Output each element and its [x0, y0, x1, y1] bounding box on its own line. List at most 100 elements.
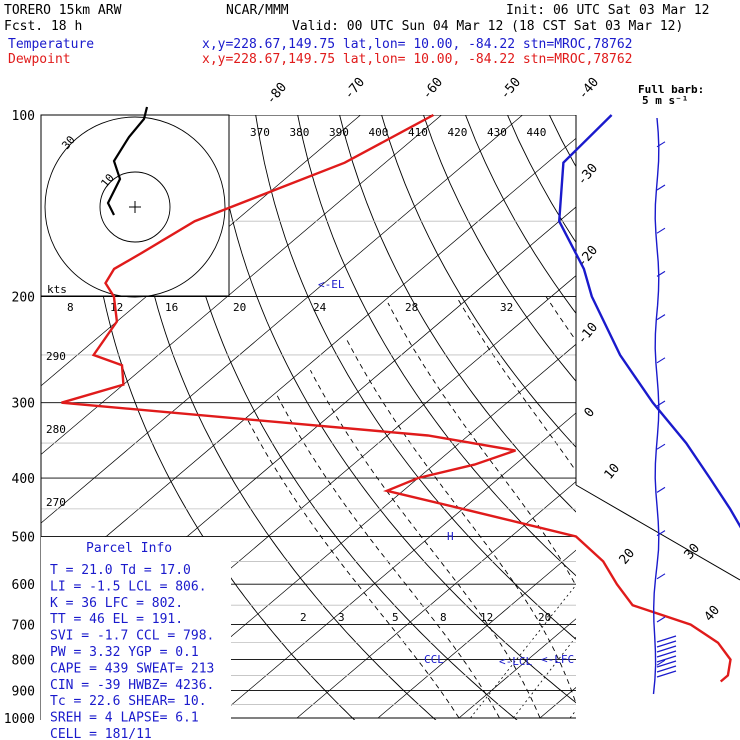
top-temperature-labels: -80 -70 -60 -50 -40	[264, 75, 603, 108]
moist-adiabat	[275, 393, 500, 719]
axis-temp-label: 32	[500, 301, 513, 314]
theta-label: 410	[408, 126, 428, 139]
axis-temp-label: 16	[165, 301, 178, 314]
mixing-ratio-line	[470, 584, 576, 719]
top-temp-label: -80	[264, 80, 291, 108]
parcel-info-row: CAPE = 439 SWEAT= 213	[50, 661, 214, 676]
dry-adiabat	[339, 115, 576, 513]
wind-barb	[656, 665, 677, 673]
parcel-info-row: SREH = 4 LAPSE= 6.1	[50, 711, 199, 726]
dry-adiabat	[171, 115, 518, 720]
pressure-label: 800	[12, 654, 35, 669]
ncar-label: NCAR/MMM	[226, 3, 289, 18]
temperature-loc: x,y=228.67,149.75 lat,lon= 10.00, -84.22…	[202, 37, 632, 52]
wind-barb	[656, 357, 666, 364]
dry-adiabat	[255, 115, 576, 640]
mixing-ratio-line	[513, 636, 576, 719]
parcel-info-title: Parcel Info	[86, 541, 172, 556]
dry-adiabat	[129, 115, 437, 720]
theta-label: 370	[250, 126, 270, 139]
wind-barb	[656, 635, 677, 643]
fcst-label: Fcst. 18 h	[4, 19, 82, 34]
mixing-ratio-labels: 2 3 5 8 12 20 <-EL H CCL <-LCL <-LFC	[300, 278, 574, 668]
wind-barb	[656, 184, 666, 191]
axis-temp-label: 24	[313, 301, 327, 314]
wind-barb	[656, 573, 666, 580]
dry-adiabat	[591, 115, 740, 731]
dry-adiabat	[507, 115, 576, 244]
dewpoint-profile	[61, 113, 732, 683]
parcel-annotation: H	[447, 530, 454, 543]
wind-barb	[656, 400, 666, 407]
parcel-info-row: K = 36 LFC = 802.	[50, 596, 183, 611]
wind-barb	[656, 645, 677, 653]
isotherm-line	[41, 115, 442, 455]
wind-barb	[656, 486, 666, 493]
side-temp-label: 40	[702, 603, 724, 625]
top-temp-label: -60	[420, 75, 447, 103]
top-temp-label: -40	[576, 75, 603, 103]
profiles	[61, 113, 740, 683]
wind-barb	[656, 616, 666, 623]
parcel-info-row: LI = -1.5 LCL = 806.	[50, 579, 207, 594]
parcel-annotation: CCL	[424, 653, 444, 666]
parcel-info-row: CIN = -39 HWBZ= 4236.	[50, 678, 214, 693]
hodograph: 30 10 kts	[40, 106, 230, 298]
side-temp-label: -10	[575, 320, 602, 348]
model-label: TORERO 15km ARW	[4, 3, 122, 18]
dewpoint-legend: Dewpoint	[8, 52, 71, 67]
valid-label: Valid: 00 UTC Sun 04 Mar 12 (18 CST Sat …	[292, 19, 683, 34]
mixing-ratio-label: 12	[480, 611, 493, 624]
pressure-label: 300	[12, 397, 35, 412]
pressure-label: 200	[12, 291, 35, 306]
parcel-info-row: PW = 3.32 YGP = 0.1	[50, 645, 199, 660]
isotherm-line	[41, 137, 576, 593]
moist-adiabat	[247, 419, 460, 719]
axis-temp-label: 20	[233, 301, 246, 314]
wind-barb	[656, 314, 666, 321]
isotherm-line	[41, 115, 523, 524]
mixing-ratio-label: 5	[392, 611, 399, 624]
dry-adiabat	[465, 115, 576, 314]
isotherm-line	[621, 115, 740, 718]
temperature-legend: Temperature	[8, 37, 94, 52]
pressure-label: 1000	[4, 712, 35, 727]
wind-barb	[656, 141, 666, 148]
parcel-annotation: <-LFC	[541, 653, 574, 666]
dry-adiabat	[633, 115, 740, 731]
moist-adiabat	[309, 369, 541, 719]
isotherm-line	[296, 481, 576, 719]
plot-area	[41, 115, 740, 731]
isotherm-line	[41, 115, 361, 387]
axis-temp-label: 8	[67, 301, 74, 314]
side-temp-label: -30	[575, 161, 602, 189]
dry-adiabat	[717, 115, 740, 731]
dry-adiabat	[675, 115, 740, 731]
moist-adiabat	[456, 296, 576, 472]
theta-e-label: 280	[46, 423, 66, 436]
wind-barb	[656, 443, 666, 450]
isotherm-line	[377, 549, 576, 719]
wind-barb	[656, 660, 677, 668]
theta-e-label: 270	[46, 496, 66, 509]
wind-barb	[656, 655, 677, 663]
pressure-label: 900	[12, 684, 35, 699]
axis-temp-label: 12	[110, 301, 123, 314]
mixing-ratio-line	[675, 584, 740, 718]
pressure-label: 700	[12, 619, 35, 634]
full-barb-value: 5 m s⁻¹	[642, 94, 688, 107]
side-temp-label: 30	[682, 541, 704, 563]
hodograph-trace	[106, 106, 149, 216]
parcel-annotation: <-EL	[318, 278, 345, 291]
pressure-label: 600	[12, 578, 35, 593]
wind-barb	[656, 659, 666, 666]
parcel-info-panel: Parcel Info T = 21.0 Td = 17.0LI = -1.5 …	[41, 537, 231, 740]
moist-adiabat	[345, 338, 576, 705]
parcel-info-row: SVI = -1.7 CCL = 798.	[50, 629, 214, 644]
axis-temp-label: 28	[405, 301, 418, 314]
wind-barb	[656, 670, 677, 678]
top-temp-label: -70	[342, 75, 369, 103]
parcel-info-row: CELL = 181/11	[50, 727, 152, 740]
